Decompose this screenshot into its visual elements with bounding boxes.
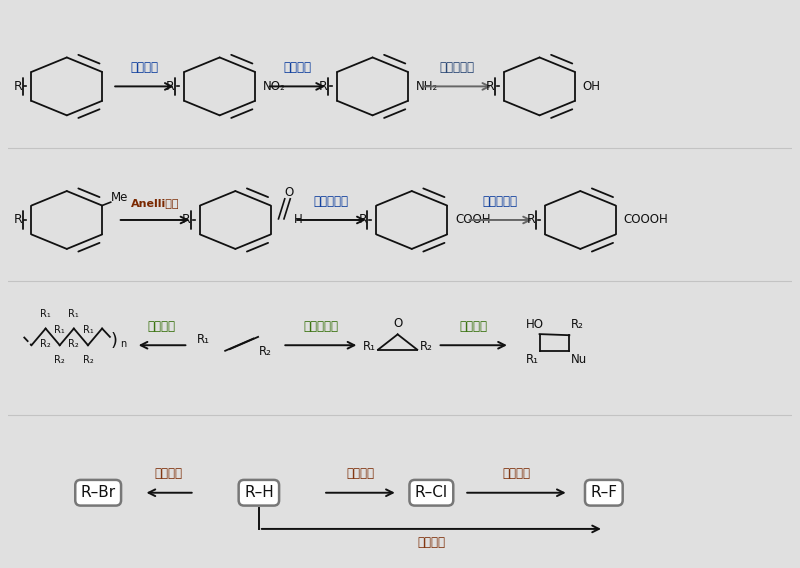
- Text: 硝化反应: 硝化反应: [130, 61, 158, 74]
- Text: 环氧化反应: 环氧化反应: [303, 320, 338, 333]
- Text: R: R: [527, 214, 536, 227]
- Text: R: R: [182, 214, 190, 227]
- Text: 重氮化反应: 重氮化反应: [440, 61, 474, 74]
- Text: 溴化反应: 溴化反应: [154, 467, 182, 481]
- Text: OH: OH: [582, 80, 601, 93]
- Text: COOOH: COOOH: [623, 214, 668, 227]
- Text: COOH: COOH: [455, 214, 490, 227]
- Text: R₂: R₂: [69, 339, 79, 349]
- Text: R₂: R₂: [259, 345, 272, 358]
- Text: R–H: R–H: [244, 485, 274, 500]
- Text: R: R: [166, 80, 175, 93]
- Text: HO: HO: [526, 318, 543, 331]
- Text: NH₂: NH₂: [416, 80, 438, 93]
- Text: ): ): [110, 332, 118, 350]
- Text: R₂: R₂: [571, 318, 584, 331]
- Text: Anelli氧化: Anelli氧化: [130, 198, 179, 208]
- Text: 还原反应: 还原反应: [283, 61, 311, 74]
- Text: R: R: [14, 80, 22, 93]
- Text: 氟化反应: 氟化反应: [418, 536, 446, 549]
- Text: R–Br: R–Br: [81, 485, 116, 500]
- Text: Nu: Nu: [571, 353, 587, 366]
- Text: R₂: R₂: [54, 355, 65, 365]
- Text: 双氧水氧化: 双氧水氧化: [314, 195, 349, 208]
- Text: Me: Me: [110, 191, 128, 204]
- Text: O: O: [285, 186, 294, 199]
- Text: 氯化反应: 氯化反应: [346, 467, 374, 481]
- Text: R–F: R–F: [590, 485, 618, 500]
- Text: R₂: R₂: [40, 339, 51, 349]
- Text: R₂: R₂: [82, 355, 94, 365]
- Text: 过氧化反应: 过氧化反应: [483, 195, 518, 208]
- Text: n: n: [120, 339, 126, 349]
- Text: 聚合反应: 聚合反应: [148, 320, 176, 333]
- Text: R₁: R₁: [197, 333, 210, 346]
- Text: R₁: R₁: [526, 353, 538, 366]
- Text: NO₂: NO₂: [262, 80, 286, 93]
- Text: R₁: R₁: [82, 325, 94, 335]
- Text: R: R: [319, 80, 328, 93]
- Text: R: R: [486, 80, 495, 93]
- Text: 水解反应: 水解反应: [460, 320, 488, 333]
- Text: R: R: [14, 214, 22, 227]
- Text: H: H: [294, 214, 303, 227]
- Text: R₁: R₁: [40, 308, 51, 319]
- Text: O: O: [393, 317, 402, 330]
- Text: R₂: R₂: [420, 340, 433, 353]
- Text: R: R: [358, 214, 367, 227]
- Text: R₁: R₁: [54, 325, 65, 335]
- Text: R₁: R₁: [362, 340, 376, 353]
- Text: 氟化反应: 氟化反应: [502, 467, 530, 481]
- Text: R–Cl: R–Cl: [414, 485, 448, 500]
- Text: R₁: R₁: [69, 308, 79, 319]
